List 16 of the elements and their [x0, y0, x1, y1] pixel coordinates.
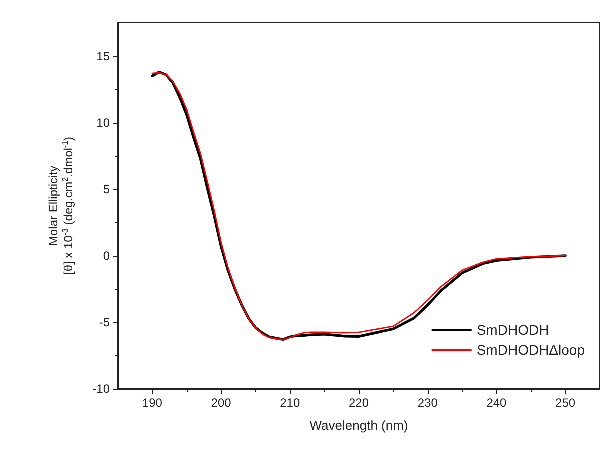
x-tick-label: 250	[556, 396, 576, 410]
legend-label: SmDHODH	[476, 322, 550, 338]
legend-label: SmDHODHΔloop	[476, 342, 586, 358]
y-tick-label: -10	[92, 382, 110, 396]
y-tick-label: 5	[103, 182, 110, 196]
x-axis-title: Wavelength (nm)	[310, 418, 408, 433]
x-tick-label: 240	[486, 396, 508, 410]
y-tick-label: -5	[99, 315, 110, 330]
x-tick-label: 190	[142, 396, 163, 410]
x-tick-label: 210	[280, 396, 300, 410]
x-tick-label: 200	[211, 396, 232, 410]
y-tick-label: 10	[96, 116, 110, 130]
y-tick-label: 15	[96, 49, 110, 64]
x-tick-label: 230	[418, 396, 438, 410]
x-tick-label: 220	[348, 396, 370, 410]
y-tick-label: 0	[103, 248, 110, 263]
